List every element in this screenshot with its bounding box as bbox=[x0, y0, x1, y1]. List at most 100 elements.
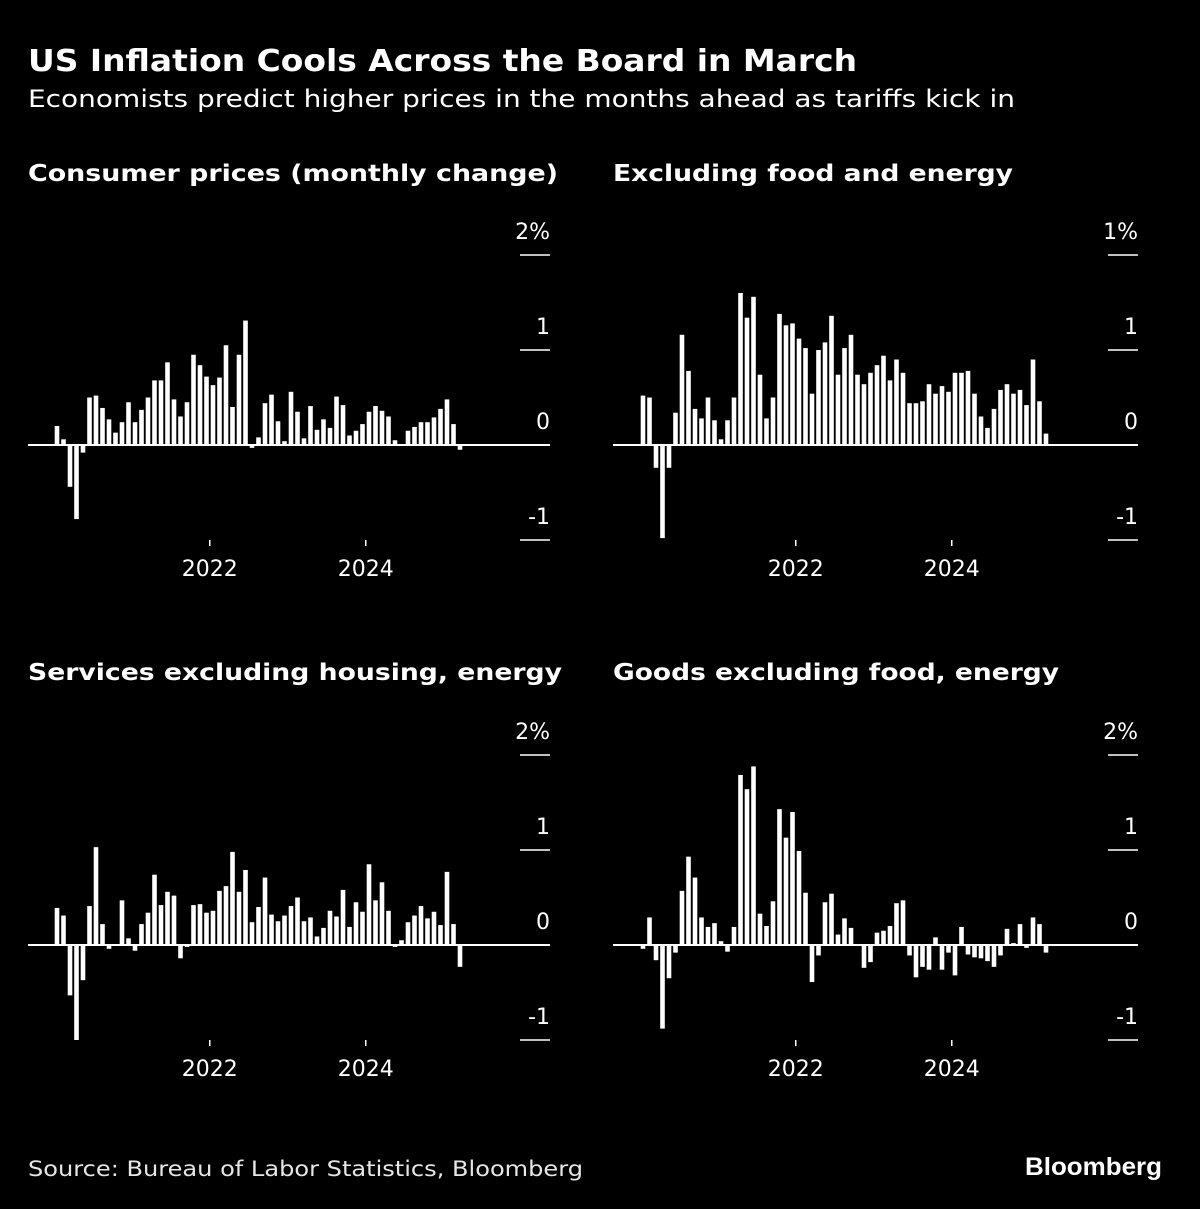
bar bbox=[210, 910, 216, 945]
bar bbox=[666, 945, 672, 979]
bar bbox=[731, 397, 737, 445]
panel-3: 2% 1 0 -1 2022 2024 bbox=[28, 720, 550, 1082]
bar bbox=[978, 416, 984, 445]
bar bbox=[80, 945, 86, 981]
bar bbox=[152, 380, 157, 445]
bar bbox=[152, 874, 157, 945]
bar bbox=[269, 914, 274, 945]
bar bbox=[438, 408, 443, 445]
bar bbox=[431, 417, 437, 445]
bar bbox=[920, 401, 925, 445]
bar bbox=[861, 945, 867, 968]
bar bbox=[54, 907, 60, 945]
bar bbox=[288, 906, 294, 945]
bar bbox=[725, 945, 730, 952]
bar bbox=[223, 345, 229, 445]
bar bbox=[933, 393, 938, 445]
bar bbox=[314, 936, 320, 945]
bar bbox=[425, 918, 430, 945]
bar bbox=[347, 926, 352, 945]
y-tick-label: -1 bbox=[1116, 1005, 1138, 1030]
y-tick-label: 1% bbox=[1103, 220, 1138, 245]
bar bbox=[894, 903, 899, 945]
bar bbox=[835, 934, 841, 945]
bar bbox=[777, 313, 782, 445]
y-tick-label: 2% bbox=[515, 720, 550, 745]
bar bbox=[1037, 401, 1042, 445]
bar bbox=[87, 906, 92, 945]
bar bbox=[822, 902, 828, 945]
bar bbox=[673, 412, 678, 445]
bar bbox=[243, 320, 248, 445]
bar bbox=[842, 348, 847, 445]
bloomberg-logo: Bloomberg bbox=[1025, 1153, 1162, 1181]
bar bbox=[738, 293, 743, 445]
bar bbox=[926, 384, 932, 445]
bar bbox=[243, 869, 248, 945]
bar bbox=[816, 945, 821, 956]
bar bbox=[282, 915, 287, 945]
bar bbox=[926, 945, 932, 970]
bar bbox=[217, 890, 222, 945]
bar bbox=[113, 432, 118, 445]
bar bbox=[191, 905, 196, 945]
bar bbox=[894, 359, 899, 445]
bar bbox=[913, 403, 919, 445]
bar bbox=[946, 945, 951, 953]
bar bbox=[119, 900, 125, 945]
bar bbox=[874, 365, 880, 445]
bar bbox=[412, 915, 417, 945]
bar bbox=[965, 370, 971, 445]
bar bbox=[640, 395, 646, 445]
bar bbox=[1011, 393, 1016, 445]
bar bbox=[61, 439, 66, 445]
bar bbox=[907, 945, 912, 956]
bar bbox=[236, 891, 242, 945]
bar bbox=[647, 397, 652, 445]
bar bbox=[848, 334, 854, 445]
bar bbox=[751, 766, 756, 945]
chart-title: US Inflation Cools Across the Board in M… bbox=[28, 44, 857, 79]
bar bbox=[444, 871, 450, 945]
bar bbox=[132, 422, 138, 445]
bar bbox=[399, 940, 404, 945]
bar bbox=[386, 416, 391, 445]
bar bbox=[790, 812, 795, 945]
bar bbox=[900, 900, 906, 945]
bar bbox=[366, 864, 372, 945]
bar bbox=[783, 837, 789, 945]
bar bbox=[796, 338, 802, 445]
bar bbox=[809, 945, 815, 983]
x-tick-label: 2022 bbox=[182, 557, 238, 582]
bar bbox=[457, 445, 463, 450]
bar bbox=[145, 912, 151, 945]
bar bbox=[764, 926, 769, 945]
bar bbox=[457, 945, 463, 967]
bar bbox=[210, 385, 216, 445]
bar bbox=[855, 374, 860, 445]
bar bbox=[217, 377, 222, 445]
panel-title-services: Services excluding housing, energy bbox=[28, 660, 562, 686]
bar bbox=[67, 945, 73, 996]
bar bbox=[1017, 389, 1023, 445]
bar bbox=[106, 419, 112, 445]
bar bbox=[74, 945, 79, 1040]
bar bbox=[301, 921, 307, 945]
bar bbox=[204, 912, 209, 945]
y-tick-label: 0 bbox=[536, 910, 550, 935]
bar bbox=[913, 945, 919, 978]
bar bbox=[451, 924, 456, 945]
bar bbox=[712, 923, 717, 945]
y-tick-label: -1 bbox=[1116, 505, 1138, 530]
bar bbox=[1037, 924, 1042, 945]
bar bbox=[145, 397, 151, 445]
bar bbox=[366, 411, 372, 445]
bar bbox=[288, 391, 294, 445]
x-tick-label: 2024 bbox=[338, 557, 394, 582]
bar bbox=[93, 395, 99, 445]
bar bbox=[829, 893, 834, 945]
bar bbox=[139, 924, 144, 945]
bar bbox=[699, 917, 704, 945]
bar bbox=[314, 429, 320, 445]
bar bbox=[673, 945, 678, 953]
